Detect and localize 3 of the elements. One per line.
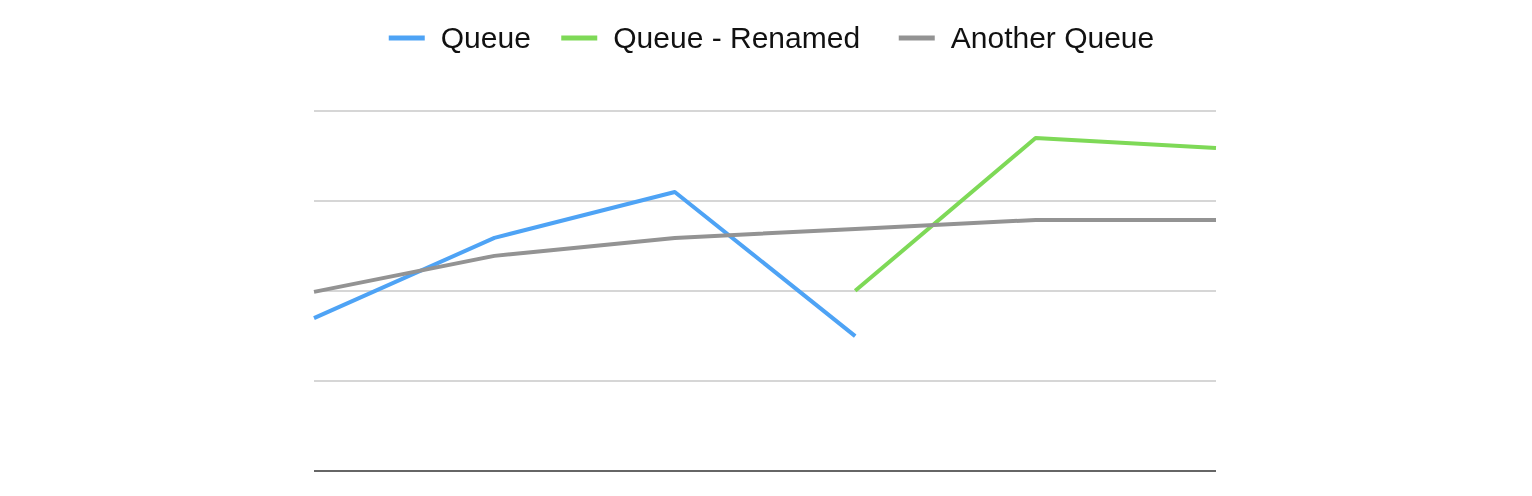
legend-label: Queue [440,21,531,54]
legend-label: Another Queue [950,21,1155,54]
legend-label: Queue - Renamed [613,21,861,54]
